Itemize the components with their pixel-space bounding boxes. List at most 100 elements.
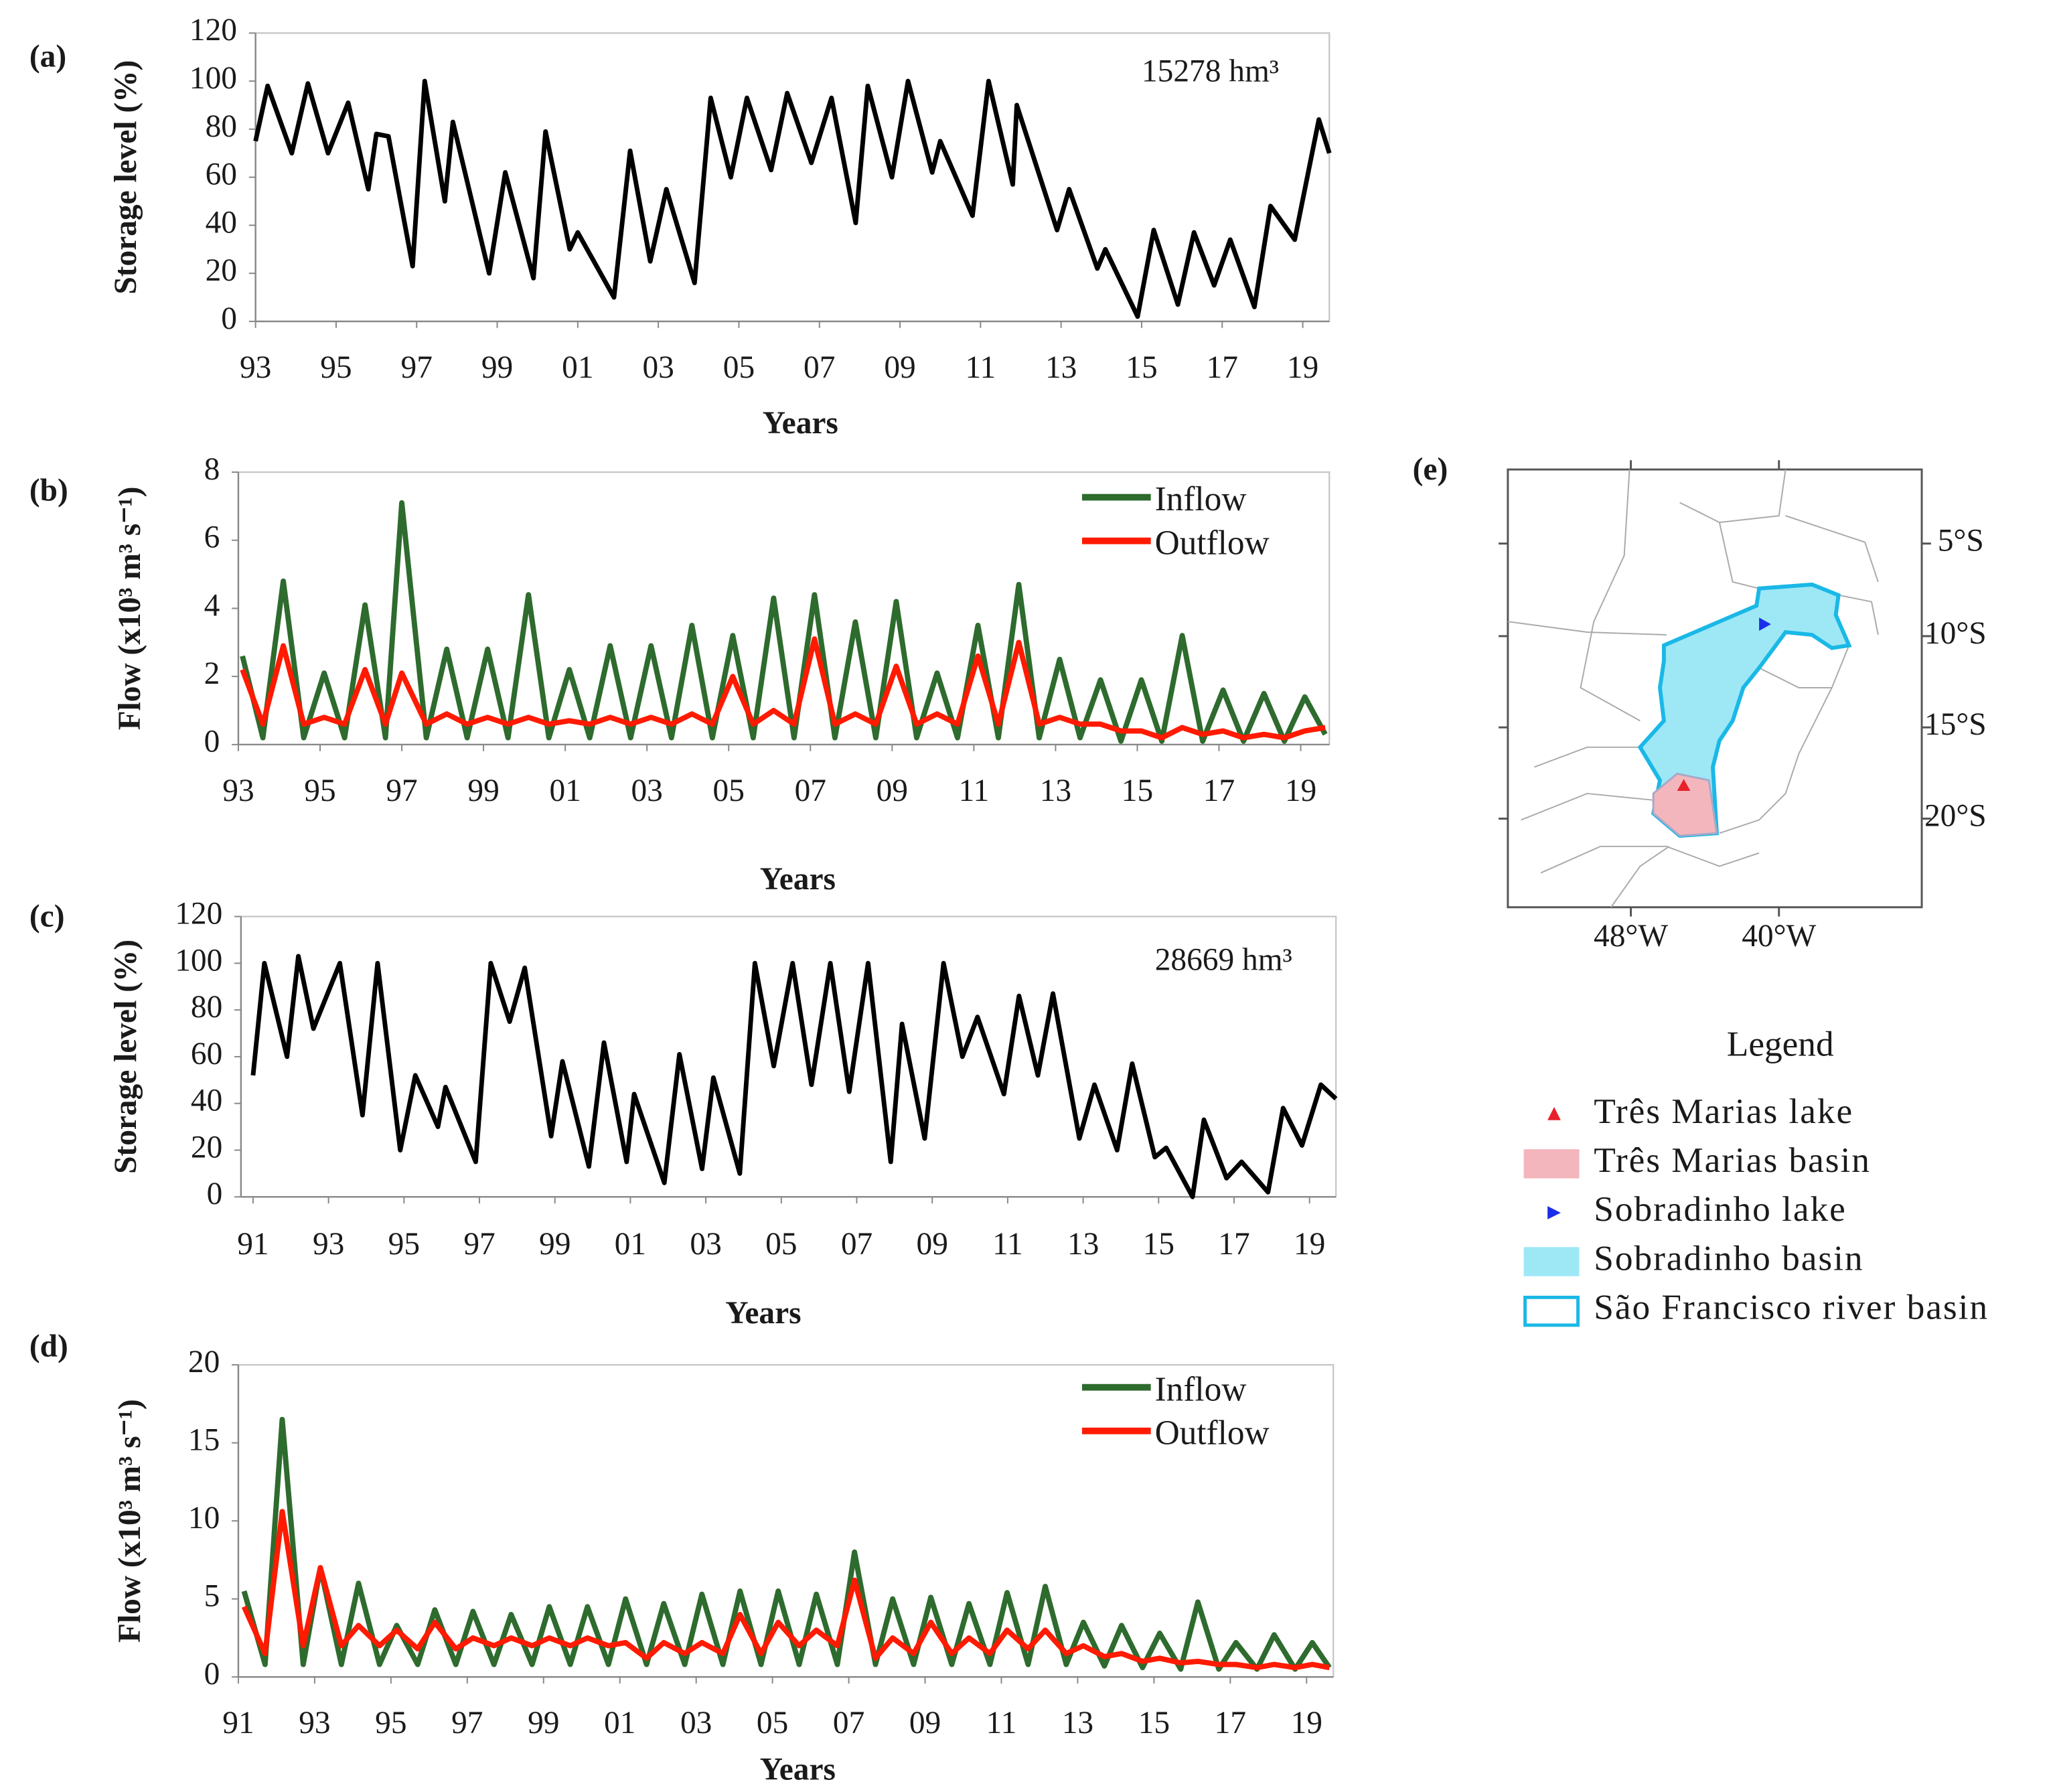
x-tick-label: 03 (690, 1227, 721, 1262)
series-line (240, 500, 1328, 744)
legend-text: Sobradinho lake (1594, 1189, 1847, 1229)
x-tick-label: 91 (222, 1706, 254, 1740)
y-tick-label: 6 (204, 520, 220, 555)
x-tick-label: 97 (463, 1227, 495, 1262)
y-tick-label: 10 (188, 1501, 220, 1536)
x-tick-label: 09 (877, 773, 908, 808)
x-tick-label: 17 (1203, 773, 1235, 808)
y-tick-label: 40 (191, 1084, 222, 1118)
x-tick-label: 13 (1067, 1227, 1099, 1262)
x-tick-label: 05 (765, 1227, 797, 1262)
x-axis-label: Years (763, 406, 838, 441)
y-tick-label: 120 (189, 13, 237, 48)
annotation: 15278 hm³ (1142, 54, 1279, 88)
y-tick-label: 0 (221, 301, 237, 336)
legend-text: Inflow (1155, 1370, 1247, 1408)
map-panel: (e) 5°S 10°S 15°S (1413, 452, 1989, 1327)
sao-francisco-basin (1637, 582, 1852, 838)
x-tick-label: 07 (841, 1227, 872, 1262)
x-tick-label: 95 (320, 350, 352, 385)
y-tick-label: 0 (204, 1657, 220, 1692)
x-tick-label: 19 (1291, 1706, 1322, 1740)
x-tick-label: 99 (539, 1227, 571, 1262)
legend-text: Três Marias lake (1594, 1091, 1853, 1131)
lat-label: 20°S (1924, 798, 1987, 833)
y-axis-label: Flow (x10³ m³ s⁻¹) (112, 487, 147, 731)
x-tick-label: 19 (1285, 773, 1316, 808)
x-tick-label: 19 (1287, 350, 1318, 385)
y-tick-label: 120 (175, 896, 222, 931)
x-tick-label: 13 (1062, 1706, 1093, 1740)
x-tick-label: 93 (299, 1706, 330, 1740)
series-line (253, 78, 1332, 319)
y-tick-label: 20 (191, 1130, 222, 1165)
y-axis-label: Flow (x10³ m³ s⁻¹) (112, 1399, 147, 1643)
x-tick-label: 05 (723, 350, 755, 385)
x-tick-label: 07 (833, 1706, 864, 1740)
annotation: 28669 hm³ (1155, 943, 1292, 978)
y-tick-label: 20 (188, 1345, 220, 1379)
x-tick-label: 17 (1218, 1227, 1249, 1262)
x-tick-label: 03 (631, 773, 662, 808)
y-tick-label: 15 (188, 1422, 220, 1457)
y-tick-label: 2 (204, 656, 220, 691)
y-axis-label: Storage level (%) (108, 940, 143, 1174)
legend-symbol (1547, 1106, 1561, 1120)
x-tick-label: 99 (528, 1706, 559, 1740)
tres-marias-lake (1677, 779, 1691, 791)
y-axis-label: Storage level (%) (108, 60, 143, 295)
lat-label: 10°S (1924, 616, 1987, 651)
x-tick-label: 11 (959, 773, 990, 808)
x-tick-label: 15 (1138, 1706, 1170, 1740)
x-tick-label: 01 (615, 1227, 646, 1262)
x-tick-label: 15 (1122, 773, 1153, 808)
x-tick-label: 15 (1143, 1227, 1174, 1262)
x-tick-label: 93 (313, 1227, 344, 1262)
x-tick-label: 95 (304, 773, 335, 808)
x-tick-label: 07 (804, 350, 835, 385)
legend-title: Legend (1727, 1023, 1834, 1063)
x-tick-label: 93 (222, 773, 254, 808)
x-tick-label: 03 (642, 350, 674, 385)
panel-label: (c) (29, 899, 65, 934)
y-tick-label: 40 (206, 205, 237, 240)
x-tick-label: 91 (237, 1227, 269, 1262)
series-line (250, 954, 1338, 1199)
x-tick-label: 95 (388, 1227, 420, 1262)
x-tick-label: 19 (1294, 1227, 1325, 1262)
legend-symbol (1523, 1247, 1580, 1276)
lat-label: 5°S (1938, 524, 1984, 558)
x-tick-label: 93 (240, 350, 271, 385)
tres-marias-basin (1652, 772, 1718, 837)
x-tick-label: 11 (966, 350, 996, 385)
x-tick-label: 05 (713, 773, 745, 808)
x-tick-label: 99 (467, 773, 499, 808)
state-borders (1507, 469, 1879, 908)
panel-label: (a) (29, 40, 66, 74)
legend-text: Três Marias basin (1594, 1140, 1871, 1180)
lat-label: 15°S (1924, 707, 1987, 742)
lon-label: 40°W (1742, 919, 1816, 954)
x-tick-label: 07 (795, 773, 826, 808)
legend-symbol (1523, 1149, 1580, 1179)
y-tick-label: 60 (191, 1037, 222, 1071)
x-axis-label: Years (760, 862, 836, 897)
x-tick-label: 03 (680, 1706, 712, 1740)
x-tick-label: 99 (481, 350, 513, 385)
x-tick-label: 01 (549, 773, 581, 808)
lon-label: 48°W (1594, 919, 1668, 954)
series-line (241, 1509, 1330, 1671)
map-ticks (1499, 460, 1931, 917)
x-tick-label: 95 (375, 1706, 406, 1740)
x-tick-label: 13 (1040, 773, 1071, 808)
x-tick-label: 11 (986, 1706, 1017, 1740)
legend-text: São Francisco river basin (1594, 1286, 1989, 1327)
y-tick-label: 0 (207, 1177, 223, 1211)
x-tick-label: 97 (386, 773, 417, 808)
y-tick-label: 20 (206, 253, 237, 288)
x-tick-label: 09 (884, 350, 915, 385)
panel-label: (d) (29, 1329, 68, 1363)
x-tick-label: 01 (562, 350, 593, 385)
x-axis-label: Years (760, 1752, 836, 1787)
